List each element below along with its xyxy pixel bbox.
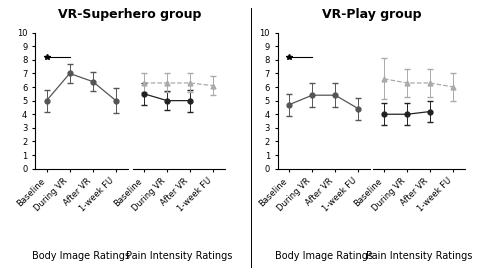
Text: Pain Intensity Ratings: Pain Intensity Ratings [366,251,472,261]
Text: Body Image Ratings: Body Image Ratings [275,251,373,261]
Text: VR-Superhero group: VR-Superhero group [58,8,202,21]
Text: Body Image Ratings: Body Image Ratings [32,251,130,261]
Text: VR-Play group: VR-Play group [322,8,421,21]
Text: Pain Intensity Ratings: Pain Intensity Ratings [126,251,232,261]
